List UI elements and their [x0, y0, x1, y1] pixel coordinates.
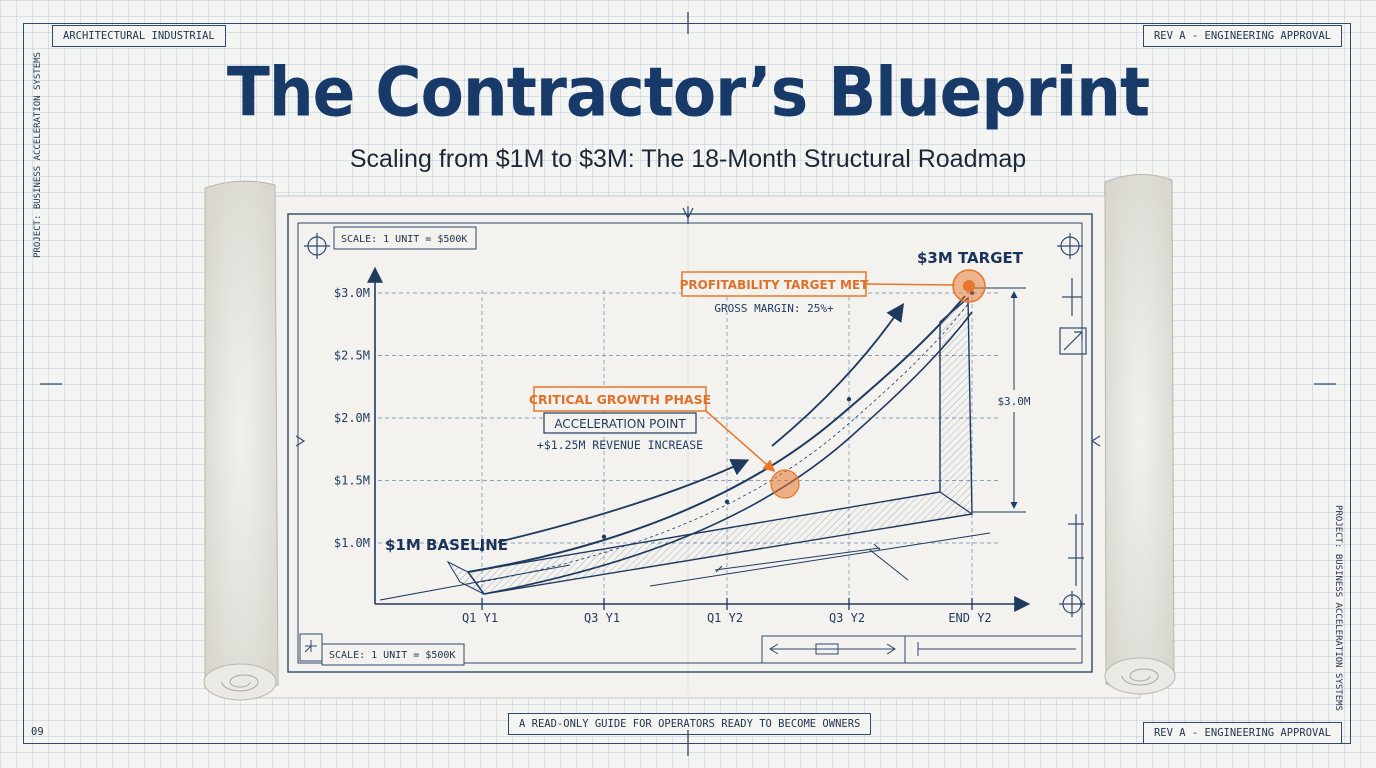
profitability-target-label: PROFITABILITY TARGET MET [680, 278, 870, 292]
page-title: The Contractor’s Blueprint [226, 53, 1150, 132]
page-subtitle: Scaling from $1M to $3M: The 18-Month St… [349, 145, 1027, 173]
series-point [724, 499, 730, 504]
top-right-tag: REV A - ENGINEERING APPROVAL [1142, 25, 1342, 47]
side-detail-marks [1059, 278, 1087, 586]
growth-arrows [497, 303, 905, 543]
growth-beam [446, 295, 973, 595]
bottom-right-tag: REV A - ENGINEERING APPROVAL [1142, 722, 1342, 744]
growth-arrow-lower [497, 458, 750, 543]
profitability-callout: PROFITABILITY TARGET MET GROSS MARGIN: 2… [680, 271, 956, 315]
x-tick-label: Q3 Y1 [584, 611, 620, 625]
growth-arrow-upper [771, 303, 905, 447]
critical-growth-callout: CRITICAL GROWTH PHASE ACCELERATION POINT… [529, 386, 776, 472]
gross-margin-note: GROSS MARGIN: 25%+ [714, 302, 834, 315]
target-marker-dot [963, 280, 975, 292]
sheet-edge-marks [295, 206, 1101, 447]
x-tick-label: Q3 Y2 [829, 611, 865, 625]
blueprint-frame [23, 23, 1351, 744]
frame-ticks [40, 12, 1336, 756]
sheet-border-inner [297, 222, 1083, 664]
scale-label-top: SCALE: 1 UNIT = $500K [341, 234, 467, 245]
y-tick-labels: $1.0M $1.5M $2.0M $2.5M $3.0M [334, 286, 370, 550]
acceleration-point-label: ACCELERATION POINT [554, 417, 686, 431]
chart-axes [367, 266, 1031, 612]
scale-label-bottom: SCALE: 1 UNIT = $500K [329, 650, 455, 661]
scale-icon [304, 640, 317, 653]
acceleration-marker [770, 469, 800, 499]
y-tick-label: $2.5M [334, 349, 370, 363]
scale-box-bottom [321, 643, 465, 666]
dimension-label-bg [990, 390, 1038, 412]
top-left-tag: ARCHITECTURAL INDUSTRIAL [52, 25, 226, 47]
y-tick-label: $1.5M [334, 474, 370, 488]
x-tick-label: END Y2 [948, 611, 991, 625]
scale-box-top [333, 226, 477, 250]
series-point [601, 534, 607, 539]
series-point [479, 547, 485, 552]
dimension-label: $3.0M [997, 395, 1030, 408]
bottom-dimension-panel [761, 635, 1083, 664]
x-tick-labels: Q1 Y1 Q3 Y1 Q1 Y2 Q3 Y2 END Y2 [462, 598, 992, 625]
bottom-center-tag: A READ-ONLY GUIDE FOR OPERATORS READY TO… [508, 713, 872, 735]
baseline-label: $1M BASELINE [385, 536, 508, 554]
target-label: $3M TARGET [917, 249, 1024, 267]
page-number: 09 [31, 726, 44, 738]
crosshair-marks [304, 233, 1085, 617]
y-tick-label: $2.0M [334, 411, 370, 425]
y-tick-label: $3.0M [334, 286, 370, 300]
x-tick-label: Q1 Y2 [707, 611, 743, 625]
series-points [479, 290, 975, 552]
series-point [846, 397, 852, 402]
y-tick-label: $1.0M [334, 536, 370, 550]
critical-growth-title: CRITICAL GROWTH PHASE [529, 392, 711, 407]
revenue-increase-note: +$1.25M REVENUE INCREASE [537, 438, 703, 452]
construction-lines [379, 287, 1026, 601]
x-tick-label: Q1 Y1 [462, 611, 498, 625]
